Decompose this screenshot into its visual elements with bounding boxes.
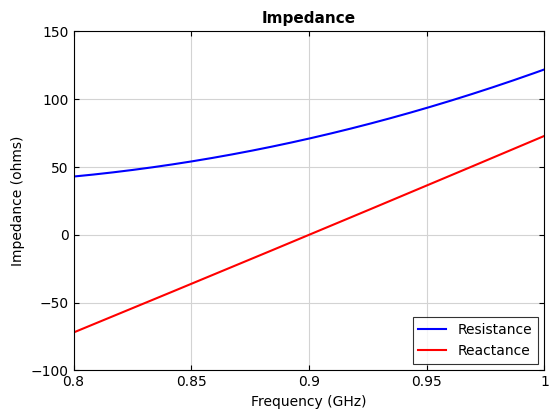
Resistance <box>530 71 536 76</box>
Reactance <box>325 224 332 229</box>
Reactance <box>294 237 301 242</box>
Reactance <box>351 214 357 219</box>
Reactance <box>70 330 77 335</box>
Line: Reactance: Reactance <box>73 136 544 333</box>
Y-axis label: Impedance (ohms): Impedance (ohms) <box>11 136 25 266</box>
Resistance <box>351 125 357 130</box>
Title: Impedance: Impedance <box>262 11 356 26</box>
Resistance <box>541 67 548 72</box>
Line: Resistance: Resistance <box>73 69 544 176</box>
Reactance <box>530 138 536 143</box>
Resistance <box>325 131 332 136</box>
Legend: Resistance, Reactance: Resistance, Reactance <box>413 318 538 364</box>
Resistance <box>297 138 304 143</box>
X-axis label: Frequency (GHz): Frequency (GHz) <box>251 395 367 409</box>
Reactance <box>541 133 548 138</box>
Resistance <box>70 174 77 179</box>
Resistance <box>456 95 463 100</box>
Reactance <box>456 169 463 174</box>
Reactance <box>297 236 304 241</box>
Resistance <box>294 139 301 144</box>
